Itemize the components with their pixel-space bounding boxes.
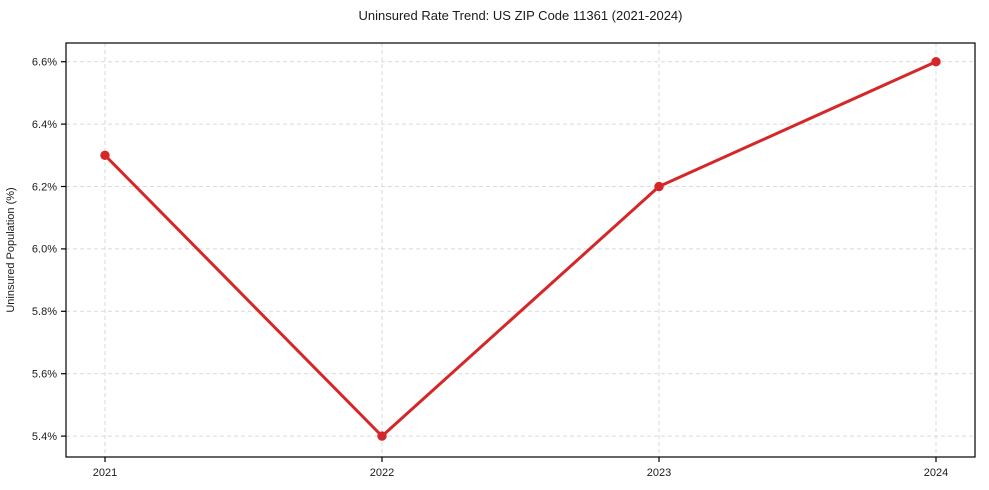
y-tick-label: 6.2% — [32, 181, 57, 193]
x-tick-label: 2024 — [924, 467, 948, 479]
y-tick-label: 6.4% — [32, 119, 57, 131]
x-tick-label: 2022 — [370, 467, 394, 479]
plot-border — [65, 42, 976, 458]
y-tick-label: 6.0% — [32, 244, 57, 256]
chart-title: Uninsured Rate Trend: US ZIP Code 11361 … — [359, 8, 683, 23]
tick-layer — [61, 61, 937, 462]
trend-line — [103, 60, 938, 438]
x-tick-label: 2023 — [647, 467, 671, 479]
data-point — [377, 431, 387, 441]
data-point — [100, 150, 110, 161]
y-axis-title: Uninsured Population (%) — [5, 187, 17, 312]
y-tick-label: 5.8% — [32, 306, 57, 318]
series-layer — [100, 57, 941, 441]
x-tick-label: 2021 — [93, 467, 117, 479]
grid-layer — [66, 43, 975, 457]
data-point — [654, 181, 664, 192]
data-point — [931, 57, 941, 67]
label-layer: 5.4% 5.6% 5.8% 6.0% 6.2% 6.4% 6.6% 2021 2022 2023… — [32, 57, 948, 479]
y-tick-label: 5.4% — [32, 431, 57, 443]
y-tick-label: 5.6% — [32, 369, 57, 381]
y-tick-label: 6.6% — [32, 57, 57, 69]
